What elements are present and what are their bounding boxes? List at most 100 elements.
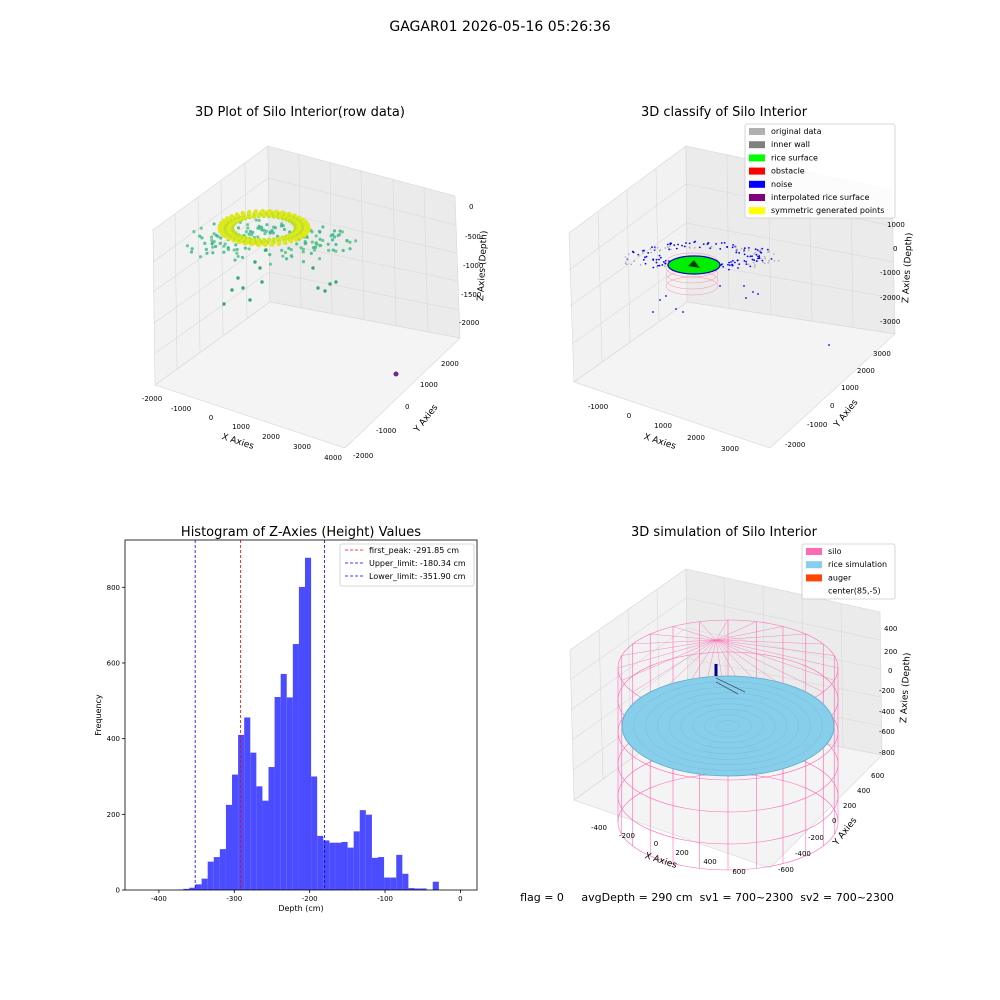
raw-point: [246, 209, 252, 215]
silo-roof-line: [715, 639, 839, 669]
histogram-bar: [183, 888, 190, 890]
histogram-bar: [298, 586, 306, 890]
classify-noise-point: [770, 257, 773, 260]
rice-contour: [633, 681, 823, 771]
histogram-xtick-label: -200: [302, 895, 318, 903]
simulation-legend: silo rice simulation auger center(85,-5): [801, 543, 896, 600]
raw-point: [341, 248, 345, 253]
raw-point: [192, 230, 196, 234]
raw-zlabel: Z Axies (Depth): [476, 230, 490, 301]
classify-xtick: 2000: [687, 434, 705, 442]
classify-noise-point: [746, 255, 749, 258]
classify-ztick: 1000: [887, 221, 905, 229]
classify-noise-point: [734, 261, 736, 264]
panel-simulation-title: 3D simulation of Silo Interior: [631, 525, 818, 540]
raw-point: [213, 244, 218, 249]
classify-original-point: [743, 250, 746, 253]
classify-noise-point: [766, 248, 769, 251]
simulation-ytick: 600: [871, 772, 884, 780]
raw-point: [273, 226, 278, 230]
legend-swatch: [749, 141, 765, 149]
raw-point: [334, 249, 338, 253]
histogram-bar: [225, 804, 233, 890]
histogram-ytick-label: 800: [107, 584, 120, 592]
simulation-xtick: 200: [675, 849, 688, 857]
raw-point: [256, 235, 260, 239]
histogram-bar: [359, 810, 366, 890]
legend-label: inner wall: [771, 140, 810, 149]
classify-noise-point: [664, 262, 667, 265]
raw-point: [189, 250, 194, 254]
classify-original-point: [668, 245, 671, 248]
silo-roof-line: [715, 639, 824, 693]
classify-original-point: [758, 250, 761, 252]
raw-point: [203, 241, 207, 245]
raw-point: [330, 238, 335, 242]
classify-noise-point: [743, 247, 746, 250]
histogram-bar: [189, 887, 196, 890]
classify-original-point: [767, 261, 770, 264]
histogram-bar: [256, 786, 263, 890]
classify-noise-point: [752, 291, 754, 293]
panel-classify-3d: 3D classify of Silo Interior original da…: [568, 105, 915, 453]
classify-original-point: [753, 253, 755, 255]
raw-x-ticks: -2000 -1000 0 1000 2000 3000 4000: [142, 395, 342, 462]
classify-noise-point: [644, 262, 647, 265]
histogram-ytick-label: 600: [107, 659, 120, 667]
histogram-legend-label: Lower_limit: -351.90 cm: [369, 572, 466, 581]
raw-point: [240, 210, 245, 216]
classify-noise-point: [732, 243, 735, 246]
histogram-title: Histogram of Z-Axies (Height) Values: [181, 525, 421, 540]
raw-xtick: 3000: [293, 443, 311, 451]
simulation-xtick: 0: [654, 840, 658, 848]
classify-noise-point: [728, 261, 730, 264]
legend-label: auger: [828, 573, 852, 582]
raw-point: [301, 250, 305, 254]
classify-noise-point: [662, 261, 665, 263]
classify-noise-point: [658, 264, 661, 267]
classify-original-point: [747, 263, 750, 266]
auger-arm: [715, 681, 739, 695]
raw-point: [331, 248, 335, 252]
classify-original-point: [763, 262, 766, 265]
simulation-xtick: -400: [591, 824, 607, 832]
classify-noise-point: [706, 243, 709, 246]
classify-original-point: [748, 249, 750, 252]
raw-point: [332, 229, 337, 233]
raw-point: [185, 244, 190, 248]
classify-pane-floor: [573, 301, 896, 449]
raw-point: [318, 257, 322, 261]
classify-original-point: [736, 250, 738, 252]
classify-noise-point: [644, 256, 646, 259]
raw-point: [232, 248, 236, 252]
silo-roof-line: [715, 633, 806, 641]
classify-zlabel: Z Axies (Depth): [901, 232, 915, 303]
classify-original-point: [650, 251, 653, 254]
classify-noise-point: [702, 243, 705, 245]
raw-point: [221, 218, 227, 223]
legend-swatch: [749, 207, 765, 215]
raw-point: [229, 214, 234, 219]
classify-original-point: [654, 247, 657, 249]
auger-arm: [715, 677, 746, 693]
simulation-ztick: 400: [884, 625, 897, 633]
classify-original-point: [637, 254, 640, 257]
classify-original-point: [760, 249, 762, 251]
legend-label: obstacle: [771, 167, 805, 176]
raw-point: [298, 235, 303, 240]
histogram-bar: [292, 644, 299, 890]
classify-noise-point: [755, 260, 758, 262]
rice-surface: [621, 675, 835, 777]
status-footer: flag = 0 avgDepth = 290 cm sv1 = 700~230…: [520, 891, 894, 904]
classify-original-point: [688, 246, 691, 249]
raw-point: [326, 242, 330, 246]
classify-noise-point: [728, 268, 730, 271]
raw-point: [332, 235, 337, 239]
legend-swatch: [806, 574, 822, 582]
raw-point: [264, 248, 268, 252]
classify-noise-point: [688, 242, 691, 245]
raw-point: [226, 248, 231, 252]
histogram-bar: [371, 857, 379, 890]
simulation-ytick: -600: [778, 866, 794, 874]
raw-point: [198, 234, 202, 238]
